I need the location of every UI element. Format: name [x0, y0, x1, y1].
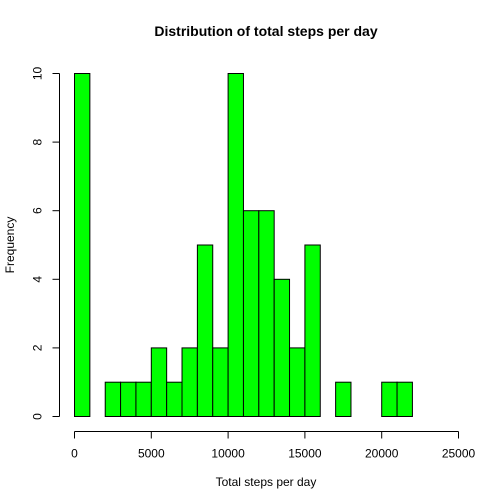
- y-tick-label: 6: [31, 207, 45, 214]
- y-axis: 0 2 4 6 8 10: [31, 67, 60, 420]
- histogram-bar: [258, 210, 275, 417]
- y-tick-label: 8: [31, 138, 45, 145]
- chart-title: Distribution of total steps per day: [154, 23, 377, 39]
- x-tick-label: 10000: [211, 447, 245, 461]
- histogram-bar: [381, 381, 398, 418]
- histogram-bar: [289, 347, 306, 417]
- histogram-bar: [196, 244, 214, 417]
- histogram-bar: [120, 381, 137, 418]
- histogram-bar: [242, 210, 260, 417]
- y-axis-label: Frequency: [3, 217, 17, 274]
- histogram-bar: [181, 347, 198, 417]
- histogram-bar: [396, 381, 413, 418]
- x-axis: 0 5000 10000 15000 20000 25000: [71, 431, 476, 461]
- x-tick-label: 0: [71, 447, 78, 461]
- histogram-bar: [104, 381, 122, 418]
- y-tick-label: 0: [31, 413, 45, 420]
- histogram-bar: [273, 278, 291, 417]
- y-tick-label: 4: [31, 276, 45, 283]
- x-axis-label: Total steps per day: [216, 475, 317, 489]
- histogram-bar: [74, 73, 91, 417]
- histogram-bar: [135, 381, 152, 418]
- histogram-bar: [150, 347, 168, 417]
- y-tick-label: 2: [31, 344, 45, 351]
- x-tick-label: 20000: [365, 447, 399, 461]
- x-tick-label: 25000: [442, 447, 476, 461]
- x-tick-label: 15000: [288, 447, 322, 461]
- x-tick-label: 5000: [138, 447, 165, 461]
- histogram-bar: [227, 73, 244, 417]
- bars-group: [74, 73, 413, 418]
- histogram-bar: [304, 244, 321, 417]
- histogram-bar: [166, 381, 183, 418]
- histogram-bar: [212, 347, 229, 417]
- y-tick-label: 10: [31, 67, 45, 81]
- histogram-bar: [335, 381, 352, 418]
